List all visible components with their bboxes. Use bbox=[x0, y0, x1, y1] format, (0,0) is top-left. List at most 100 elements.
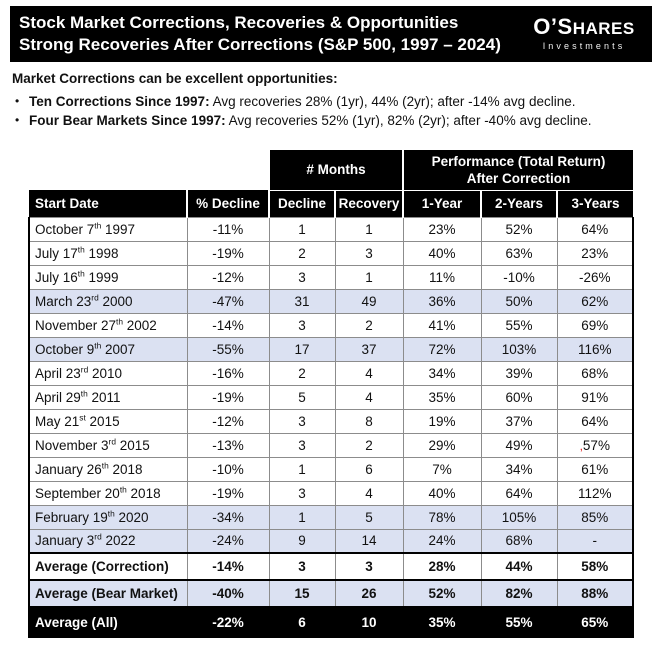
start-date-cell: July 17th 1998 bbox=[28, 240, 188, 266]
months-decline-cell: 9 bbox=[268, 528, 336, 554]
start-date-cell: April 29th 2011 bbox=[28, 384, 188, 410]
months-decline-cell: 3 bbox=[268, 480, 336, 506]
months-decline-cell: 2 bbox=[268, 240, 336, 266]
average-row: Average (All) -22% 6 10 35% 55% 65% bbox=[28, 606, 635, 638]
table-row: January 3rd 2022 -24% 9 14 24% 68% - bbox=[28, 528, 635, 554]
table-row: November 27th 2002 -14% 3 2 41% 55% 69% bbox=[28, 312, 635, 338]
column-header-row: Start Date % Decline Decline Recovery 1-… bbox=[29, 190, 634, 217]
pct-decline-cell: -12% bbox=[186, 408, 270, 434]
intro-heading: Market Corrections can be excellent oppo… bbox=[12, 71, 338, 86]
months-recovery-cell: 49 bbox=[334, 288, 404, 314]
months-recovery-cell: 10 bbox=[334, 606, 404, 638]
months-decline-cell: 6 bbox=[268, 606, 336, 638]
return-2yr-cell: 64% bbox=[480, 480, 558, 506]
table-row: April 23rd 2010 -16% 2 4 34% 39% 68% bbox=[28, 360, 635, 386]
start-date-cell: January 26th 2018 bbox=[28, 456, 188, 482]
start-date-cell: March 23rd 2000 bbox=[28, 288, 188, 314]
return-2yr-cell: 44% bbox=[480, 552, 558, 581]
return-3yr-cell: 88% bbox=[556, 579, 635, 608]
return-1yr-cell: 35% bbox=[402, 606, 482, 638]
months-recovery-cell: 2 bbox=[334, 432, 404, 458]
months-recovery-cell: 5 bbox=[334, 504, 404, 530]
start-date-cell: July 16th 1999 bbox=[28, 264, 188, 290]
return-3yr-cell: 68% bbox=[556, 360, 635, 386]
return-2yr-cell: 55% bbox=[480, 606, 558, 638]
months-decline-cell: 2 bbox=[268, 360, 336, 386]
months-decline-cell: 3 bbox=[268, 552, 336, 581]
table-row: November 3rd 2015 -13% 3 2 29% 49% ,57% bbox=[28, 432, 635, 458]
table-body: October 7th 1997 -11% 1 1 23% 52% 64% July 17th… bbox=[28, 216, 635, 638]
return-1yr-cell: 7% bbox=[402, 456, 482, 482]
months-group-header: # Months bbox=[268, 150, 404, 191]
start-date-cell: October 9th 2007 bbox=[28, 336, 188, 362]
return-1yr-cell: 35% bbox=[402, 384, 482, 410]
months-decline-cell: 1 bbox=[268, 216, 336, 242]
return-3yr-cell: 64% bbox=[556, 216, 635, 242]
months-recovery-cell: 14 bbox=[334, 528, 404, 554]
months-decline-cell: 3 bbox=[268, 312, 336, 338]
months-decline-cell: 1 bbox=[268, 504, 336, 530]
pct-decline-cell: -19% bbox=[186, 240, 270, 266]
bullet-bear-markets: • Four Bear Markets Since 1997: Avg reco… bbox=[12, 111, 592, 130]
months-decline-cell: 17 bbox=[268, 336, 336, 362]
start-date-cell: April 23rd 2010 bbox=[28, 360, 188, 386]
average-label-cell: Average (Correction) bbox=[28, 552, 188, 581]
months-recovery-cell: 4 bbox=[334, 360, 404, 386]
return-2yr-cell: 49% bbox=[480, 432, 558, 458]
return-3yr-cell: 65% bbox=[556, 606, 635, 638]
intro-section: Market Corrections can be excellent oppo… bbox=[12, 70, 592, 130]
start-date-cell: November 27th 2002 bbox=[28, 312, 188, 338]
return-3yr-cell: 85% bbox=[556, 504, 635, 530]
return-2yr-cell: 60% bbox=[480, 384, 558, 410]
pct-decline-cell: -14% bbox=[186, 312, 270, 338]
months-recovery-cell: 2 bbox=[334, 312, 404, 338]
group-header-row: # Months Performance (Total Return) Afte… bbox=[29, 150, 634, 191]
months-recovery-cell: 6 bbox=[334, 456, 404, 482]
months-decline-cell: 5 bbox=[268, 384, 336, 410]
return-1yr-cell: 11% bbox=[402, 264, 482, 290]
pct-decline-cell: -16% bbox=[186, 360, 270, 386]
pct-decline-cell: -14% bbox=[186, 552, 270, 581]
return-1yr-cell: 28% bbox=[402, 552, 482, 581]
return-3yr-cell: ,57% bbox=[556, 432, 635, 458]
return-1yr-cell: 19% bbox=[402, 408, 482, 434]
average-label-cell: Average (All) bbox=[28, 606, 188, 638]
return-3yr-cell: 116% bbox=[556, 336, 635, 362]
return-2yr-cell: 105% bbox=[480, 504, 558, 530]
return-2yr-cell: 68% bbox=[480, 528, 558, 554]
performance-group-header: Performance (Total Return) After Correct… bbox=[403, 150, 634, 191]
bullet-icon: • bbox=[15, 94, 20, 108]
return-1yr-cell: 52% bbox=[402, 579, 482, 608]
table-row: February 19th 2020 -34% 1 5 78% 105% 85% bbox=[28, 504, 635, 530]
pct-decline-cell: -22% bbox=[186, 606, 270, 638]
months-recovery-cell: 26 bbox=[334, 579, 404, 608]
return-2yr-cell: 39% bbox=[480, 360, 558, 386]
return-3yr-cell: 62% bbox=[556, 288, 635, 314]
table-row: October 9th 2007 -55% 17 37 72% 103% 116% bbox=[28, 336, 635, 362]
return-1yr-cell: 24% bbox=[402, 528, 482, 554]
return-1yr-cell: 23% bbox=[402, 216, 482, 242]
pct-decline-cell: -13% bbox=[186, 432, 270, 458]
return-1yr-cell: 34% bbox=[402, 360, 482, 386]
table-row: September 20th 2018 -19% 3 4 40% 64% 112% bbox=[28, 480, 635, 506]
logo-wordmark: O’SHARES bbox=[533, 14, 635, 39]
months-decline-cell: 1 bbox=[268, 456, 336, 482]
return-1yr-cell: 72% bbox=[402, 336, 482, 362]
months-decline-cell: 3 bbox=[268, 408, 336, 434]
table-row: January 26th 2018 -10% 1 6 7% 34% 61% bbox=[28, 456, 635, 482]
months-recovery-cell: 8 bbox=[334, 408, 404, 434]
months-recovery-cell: 1 bbox=[334, 264, 404, 290]
proofread-mark: , bbox=[579, 438, 583, 453]
months-decline-cell: 3 bbox=[268, 432, 336, 458]
table-row: May 21st 2015 -12% 3 8 19% 37% 64% bbox=[28, 408, 635, 434]
pct-decline-cell: -12% bbox=[186, 264, 270, 290]
return-3yr-cell: 58% bbox=[556, 552, 635, 581]
return-1yr-cell: 40% bbox=[402, 240, 482, 266]
table-row: April 29th 2011 -19% 5 4 35% 60% 91% bbox=[28, 384, 635, 410]
months-decline-cell: 15 bbox=[268, 579, 336, 608]
pct-decline-cell: -11% bbox=[186, 216, 270, 242]
return-3yr-cell: 69% bbox=[556, 312, 635, 338]
table-row: July 16th 1999 -12% 3 1 11% -10% -26% bbox=[28, 264, 635, 290]
pct-decline-cell: -19% bbox=[186, 480, 270, 506]
bullet-text: Four Bear Markets Since 1997: Avg recove… bbox=[29, 113, 592, 128]
